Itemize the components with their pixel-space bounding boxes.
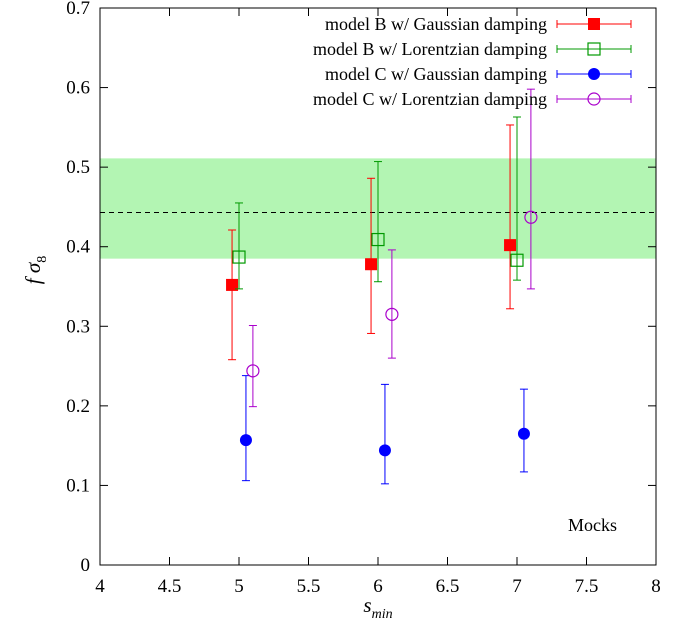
y-tick-label: 0.4 — [66, 237, 90, 258]
legend-marker — [588, 68, 600, 80]
legend-marker — [588, 18, 600, 30]
legend-label: model C w/ Gaussian damping — [325, 64, 547, 84]
x-tick-label: 8 — [651, 576, 661, 597]
series-1 — [226, 124, 517, 361]
data-point — [232, 250, 246, 264]
legend-item: model B w/ Gaussian damping — [325, 14, 632, 34]
y-tick-label: 0.5 — [66, 157, 90, 178]
data-point — [246, 364, 260, 378]
y-axis-label: f σ8 — [21, 256, 50, 284]
axis-tick-labels: 4 4.5 5 5.5 6 6.5 7 7.5 8 0 0.1 0.2 0.3 0.4 0.5 0.6 0.7 — [66, 0, 661, 597]
series-3 — [239, 375, 530, 485]
legend-marker — [587, 42, 601, 56]
x-tick-label: 5 — [234, 576, 244, 597]
series-2 — [232, 116, 524, 290]
data-layer — [226, 88, 538, 485]
data-point — [239, 434, 252, 447]
y-tick-label: 0 — [81, 555, 91, 576]
x-tick-label: 7.5 — [575, 576, 599, 597]
data-point — [517, 427, 530, 440]
mocks-annotation: Mocks — [568, 515, 617, 535]
legend-label: model B w/ Gaussian damping — [325, 14, 547, 34]
y-tick-label: 0.1 — [66, 475, 90, 496]
data-point — [504, 239, 517, 252]
y-tick-label: 0.6 — [66, 78, 90, 99]
data-point — [510, 253, 524, 267]
legend-item: model B w/ Lorentzian damping — [313, 39, 632, 59]
legend-item: model C w/ Gaussian damping — [325, 64, 632, 84]
x-tick-label: 7 — [512, 576, 522, 597]
x-tick-label: 6.5 — [436, 576, 460, 597]
series-4 — [246, 88, 538, 408]
x-tick-label: 6 — [373, 576, 383, 597]
legend-marker — [587, 92, 601, 106]
y-tick-label: 0.2 — [66, 396, 90, 417]
axis-ticks — [99, 7, 657, 566]
legend: model B w/ Gaussian damping model B w/ Lo… — [313, 14, 632, 109]
legend-label: model B w/ Lorentzian damping — [313, 39, 547, 59]
data-point — [524, 210, 538, 224]
legend-item: model C w/ Lorentzian damping — [313, 89, 632, 109]
x-tick-label: 5.5 — [297, 576, 321, 597]
legend-label: model C w/ Lorentzian damping — [313, 89, 547, 109]
y-tick-label: 0.7 — [66, 0, 90, 19]
data-point — [226, 278, 239, 291]
data-point — [385, 307, 399, 321]
data-point — [371, 232, 385, 247]
y-tick-label: 0.3 — [66, 316, 90, 337]
x-axis-label: smin — [363, 593, 392, 622]
x-tick-label: 4 — [95, 576, 105, 597]
x-tick-label: 4.5 — [158, 576, 182, 597]
data-point — [365, 258, 378, 271]
data-point — [378, 444, 391, 457]
